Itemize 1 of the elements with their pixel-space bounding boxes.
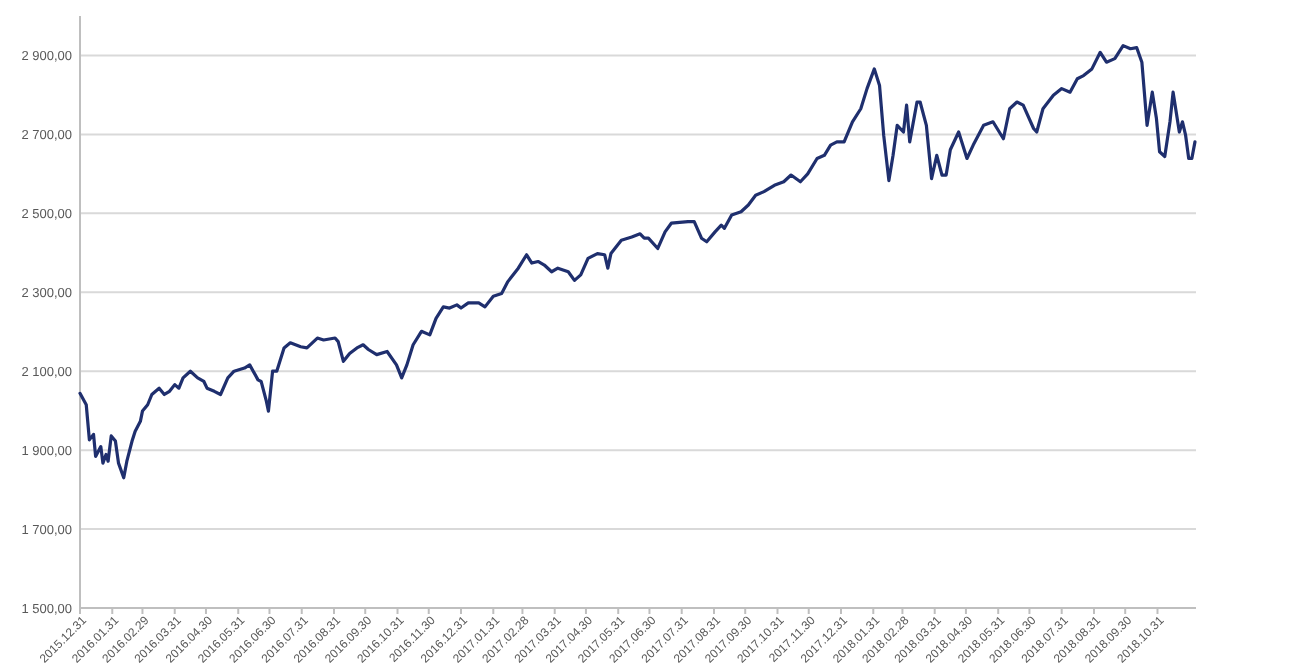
line-series (78, 44, 1197, 480)
